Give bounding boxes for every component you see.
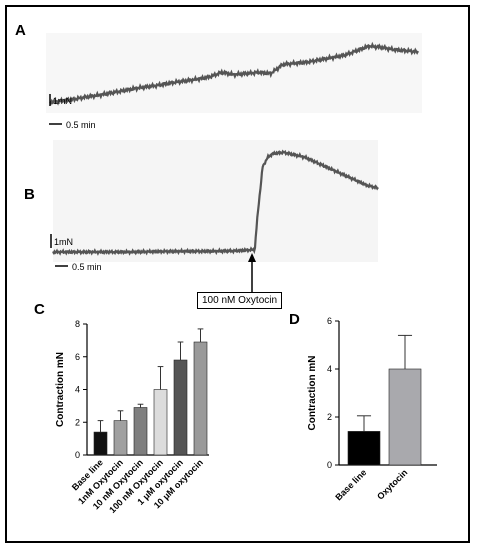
trace-a-point (86, 96, 88, 98)
trace-b-point (366, 184, 369, 187)
panel-b-label: B (24, 186, 35, 203)
chart-d-y-tick-label: 6 (327, 316, 332, 326)
trace-b-series-line (52, 149, 379, 256)
trace-a-point (343, 54, 345, 56)
trace-a-point (417, 51, 419, 53)
trace-a-point (257, 71, 260, 73)
chart-c-y-tick-label: 0 (75, 450, 80, 460)
scale-b-time-label: 0.5 min (72, 262, 102, 272)
trace-b-point (377, 187, 379, 189)
trace-b-point (283, 151, 285, 153)
chart-d-y-tick-label: 0 (327, 460, 332, 470)
trace-b-point (235, 250, 238, 252)
chart-d-y-tick-label: 2 (327, 412, 332, 422)
oxytocin-arrow-head (248, 253, 256, 262)
chart-c-y-tick-label: 2 (75, 417, 80, 427)
trace-b-point (293, 154, 295, 156)
trace-a-point (319, 59, 321, 61)
chart-d-bar (388, 368, 422, 466)
scale-a-force-label: 1mN (53, 96, 72, 106)
trace-b-point (335, 170, 337, 172)
trace-b-point (209, 250, 211, 252)
trace-a-point (135, 87, 137, 89)
chart-c-y-tick-label: 6 (75, 352, 80, 362)
trace-b-point (314, 161, 316, 163)
chart-c-y-axis-title: Contraction mN (55, 352, 66, 427)
panel-d-label: D (289, 311, 300, 328)
trace-b-point (262, 166, 264, 168)
chart-c-y-tick-label: 4 (75, 385, 80, 395)
panel-a-label: A (15, 22, 26, 39)
chart-d-y-tick-label: 4 (327, 364, 332, 374)
trace-b-background (53, 140, 378, 262)
scale-a-time-label: 0.5 min (66, 120, 96, 130)
scale-b-force-label: 1mN (54, 237, 73, 247)
chart-d-y-axis-title: Contraction mN (307, 356, 318, 431)
trace-a-point (172, 82, 174, 84)
trace-b-point (267, 156, 269, 158)
trace-a-point (380, 46, 382, 48)
trace-b-point (345, 175, 348, 177)
trace-a-point (208, 76, 211, 78)
trace-b-point (304, 156, 306, 158)
chart-d-bar (347, 431, 381, 466)
trace-b-point (324, 166, 327, 168)
trace-a-point (73, 98, 76, 100)
trace-a-point (392, 48, 395, 51)
panel-c-label: C (34, 301, 45, 318)
trace-b-point (131, 251, 133, 253)
trace-a-point (184, 80, 186, 82)
trace-b-point (157, 250, 159, 253)
trace-a-point (405, 50, 407, 52)
trace-a-point (356, 50, 358, 52)
trace-b-point (254, 249, 256, 251)
trace-a-point (270, 72, 272, 75)
trace-a-point (282, 63, 284, 65)
trace-a-point (233, 74, 235, 76)
trace-a-point (331, 56, 333, 59)
trace-b-point (183, 250, 185, 252)
trace-a-point (61, 100, 63, 102)
trace-b-point (356, 180, 358, 182)
trace-b-point (256, 215, 259, 218)
trace-a-point (368, 45, 370, 47)
trace-a-point (221, 71, 223, 73)
trace-a-point (110, 92, 112, 94)
chart-d-category-label: Base line (333, 467, 368, 502)
chart-d-category-label: Oxytocin (375, 467, 409, 501)
trace-a-point (245, 72, 247, 75)
trace-b-point (78, 251, 80, 253)
trace-a-point (123, 90, 125, 92)
trace-a-point (98, 94, 100, 96)
figure-frame (5, 5, 470, 543)
chart-c-y-tick-label: 8 (75, 319, 80, 329)
trace-b-point (272, 152, 274, 155)
oxytocin-callout: 100 nM Oxytocin (197, 292, 283, 309)
trace-a-point (147, 86, 149, 88)
trace-a-point (196, 78, 198, 80)
trace-a-point (294, 62, 296, 64)
trace-b-point (52, 251, 54, 253)
trace-a-point (307, 61, 309, 63)
trace-a-point (159, 84, 161, 86)
trace-b-point (104, 251, 107, 253)
